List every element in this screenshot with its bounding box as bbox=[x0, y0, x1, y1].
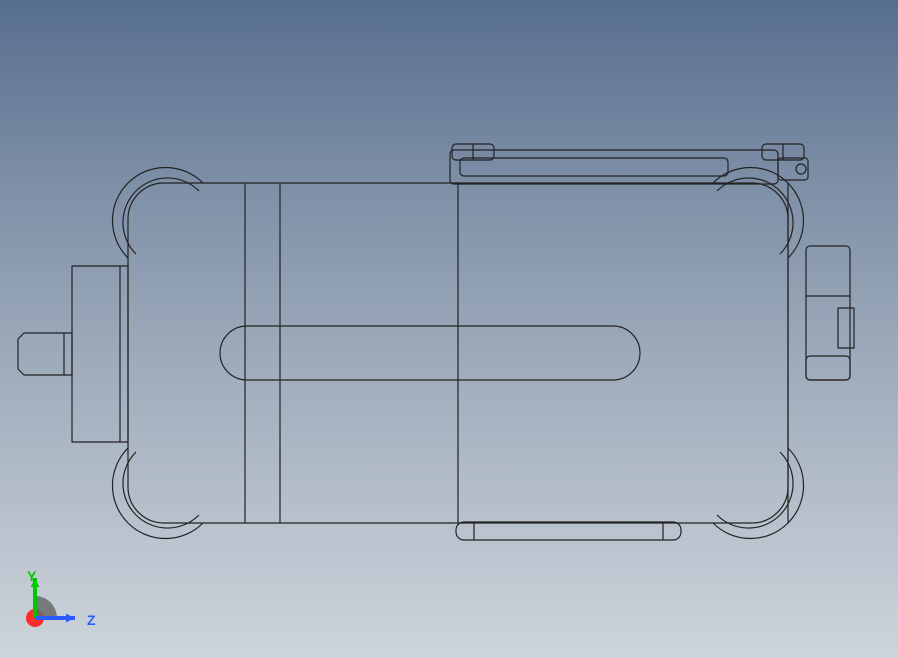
model-rendering bbox=[0, 0, 898, 658]
orientation-triad[interactable] bbox=[0, 538, 120, 658]
axis-label-z: Z bbox=[87, 612, 96, 628]
cad-viewport[interactable]: Y Z bbox=[0, 0, 898, 658]
axis-label-y: Y bbox=[27, 568, 36, 584]
